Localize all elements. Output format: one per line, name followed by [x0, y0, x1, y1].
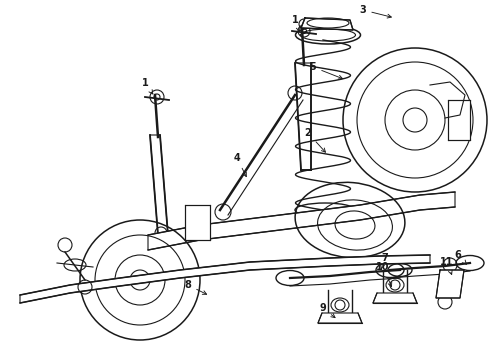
Text: 8: 8	[185, 280, 207, 294]
Polygon shape	[448, 100, 470, 140]
Text: 3: 3	[360, 5, 392, 18]
Text: 4: 4	[234, 153, 246, 177]
Text: 1: 1	[142, 78, 153, 94]
Polygon shape	[436, 270, 464, 298]
Text: 7: 7	[381, 253, 389, 269]
Text: 10: 10	[376, 262, 392, 287]
Text: 9: 9	[319, 303, 335, 318]
Polygon shape	[150, 135, 168, 235]
Polygon shape	[301, 18, 353, 30]
Polygon shape	[20, 255, 430, 303]
Polygon shape	[295, 63, 311, 170]
Text: 2: 2	[305, 128, 325, 152]
Text: 11: 11	[440, 257, 454, 274]
Polygon shape	[148, 192, 455, 250]
Polygon shape	[185, 205, 210, 240]
Polygon shape	[373, 293, 417, 303]
Text: 1: 1	[292, 15, 300, 31]
Polygon shape	[318, 313, 362, 323]
Text: 5: 5	[310, 62, 343, 79]
Text: 6: 6	[455, 250, 466, 264]
